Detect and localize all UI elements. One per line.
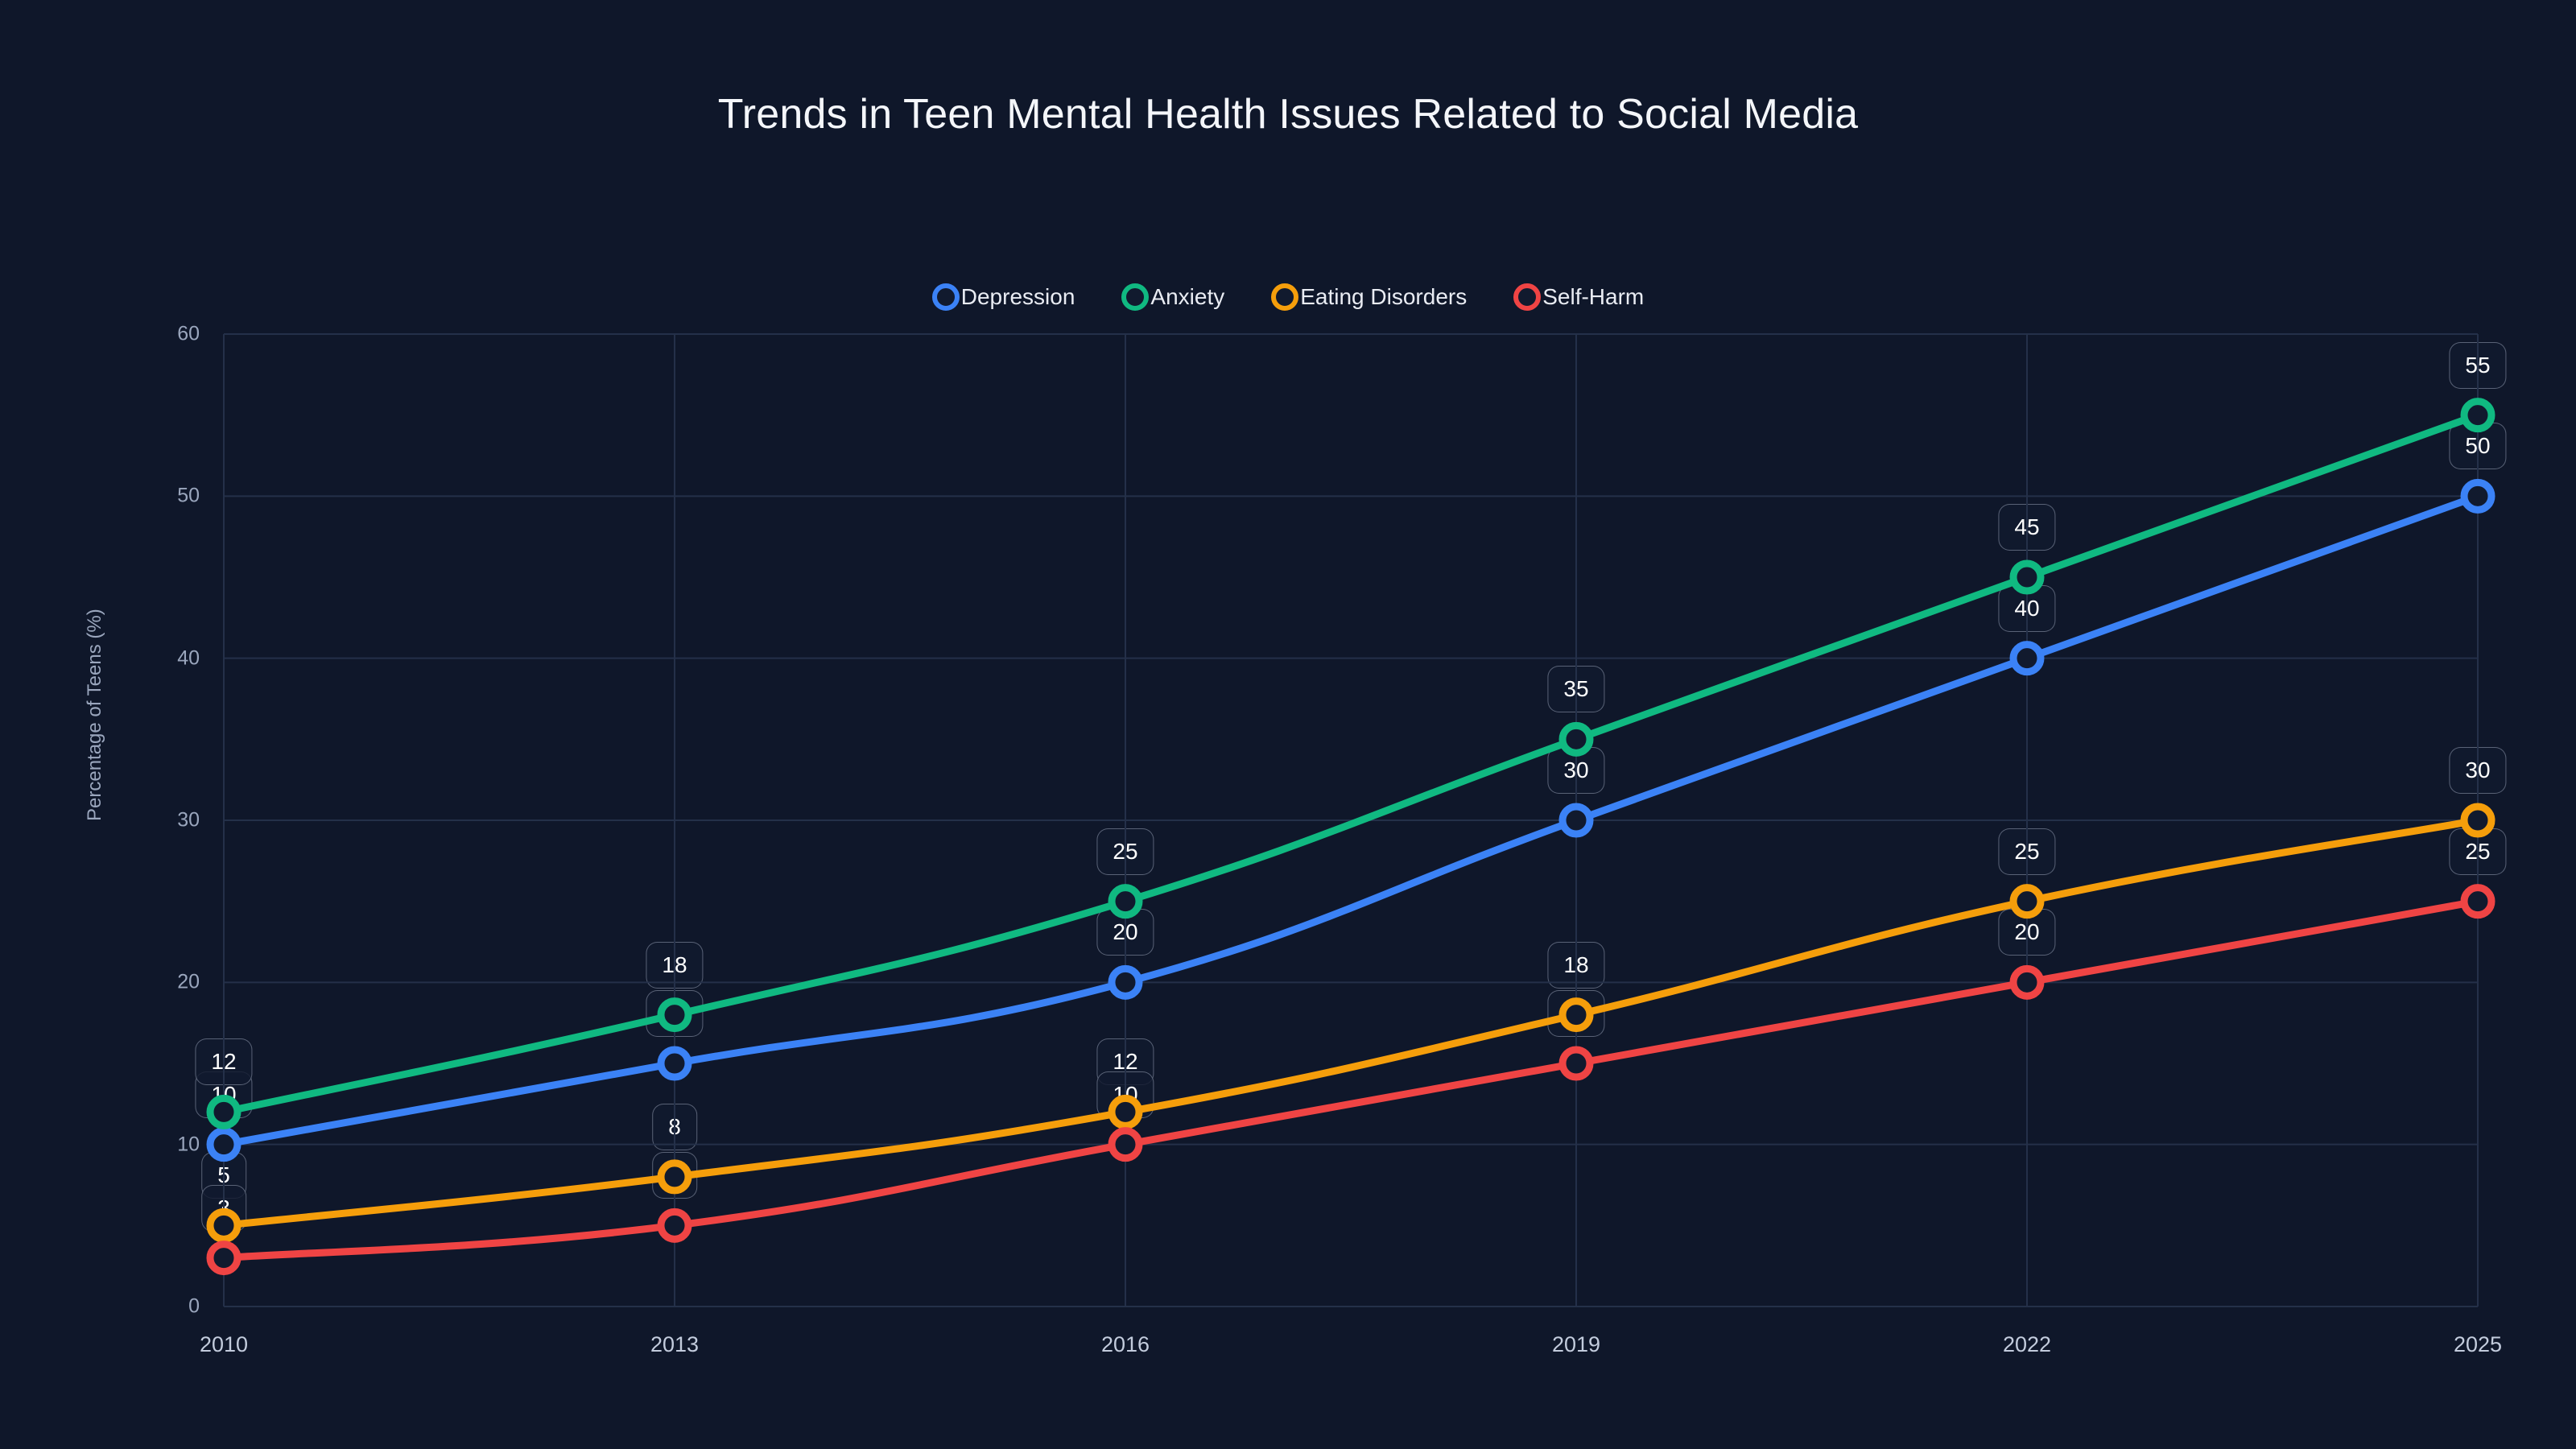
data-point-marker[interactable] <box>1108 1094 1143 1129</box>
y-axis-tick-label: 20 <box>177 970 200 993</box>
x-axis-tick-label: 2016 <box>1100 1332 1150 1356</box>
data-point-marker[interactable] <box>1558 721 1594 757</box>
series-line-anxiety <box>220 411 2482 1116</box>
data-point-marker[interactable] <box>657 1159 692 1195</box>
data-point-marker[interactable] <box>2009 964 2045 1000</box>
legend-label: Eating Disorders <box>1300 284 1468 309</box>
y-axis-tick-label: 50 <box>177 484 200 507</box>
legend-label: Self-Harm <box>1542 284 1645 309</box>
legend-item-self-harm[interactable]: Self-Harm <box>1513 283 1644 311</box>
x-axis-tick-label: 2025 <box>2453 1332 2503 1356</box>
data-point-marker[interactable] <box>1558 997 1594 1033</box>
data-point-marker[interactable] <box>206 1208 242 1243</box>
data-point-marker[interactable] <box>1108 964 1143 1000</box>
y-axis-tick-label: 40 <box>177 646 200 670</box>
data-point-marker[interactable] <box>2460 478 2496 514</box>
data-point-marker[interactable] <box>2460 803 2496 838</box>
chart-title: Trends in Teen Mental Health Issues Rela… <box>717 91 1859 138</box>
x-axis-tick-label: 2013 <box>650 1332 700 1356</box>
chart-legend: Depression Anxiety Eating Disorders Self-Ha… <box>0 283 2576 311</box>
series-line-depression <box>220 492 2482 1149</box>
x-axis-tick-label: 2022 <box>2002 1332 2052 1356</box>
legend-marker-icon <box>1271 283 1299 311</box>
data-point-marker[interactable] <box>1558 1046 1594 1081</box>
data-point-marker[interactable] <box>206 1094 242 1129</box>
legend-item-depression[interactable]: Depression <box>931 283 1075 311</box>
plot-area <box>206 333 2496 1307</box>
data-point-marker[interactable] <box>2460 884 2496 919</box>
data-point-marker[interactable] <box>206 1127 242 1162</box>
data-point-marker[interactable] <box>657 1208 692 1243</box>
data-point-marker[interactable] <box>2009 884 2045 919</box>
legend-label: Depression <box>960 284 1075 309</box>
data-point-marker[interactable] <box>1108 884 1143 919</box>
x-axis-tick-label: 2010 <box>199 1332 249 1356</box>
chart-canvas <box>206 333 2496 1307</box>
legend-marker-icon <box>1513 283 1542 311</box>
legend-item-eating-disorders[interactable]: Eating Disorders <box>1271 283 1467 311</box>
data-point-marker[interactable] <box>1108 1127 1143 1162</box>
legend-item-anxiety[interactable]: Anxiety <box>1121 283 1224 311</box>
data-point-marker[interactable] <box>657 1046 692 1081</box>
y-axis-tick-label: 10 <box>177 1133 200 1156</box>
y-axis-tick-label: 60 <box>177 322 200 345</box>
legend-marker-icon <box>1121 283 1150 311</box>
data-point-marker[interactable] <box>657 997 692 1033</box>
series-line-self-harm <box>220 898 2482 1262</box>
y-axis-tick-label: 0 <box>188 1294 200 1318</box>
data-point-marker[interactable] <box>206 1241 242 1276</box>
legend-label: Anxiety <box>1150 284 1225 309</box>
data-point-marker[interactable] <box>2009 559 2045 595</box>
data-point-marker[interactable] <box>1558 803 1594 838</box>
x-axis-tick-label: 2019 <box>1551 1332 1601 1356</box>
series-line-eating-disorders <box>220 816 2482 1229</box>
legend-marker-icon <box>931 283 960 311</box>
y-axis-tick-label: 30 <box>177 808 200 832</box>
y-axis-title: Percentage of Teens (%) <box>84 609 105 821</box>
data-point-marker[interactable] <box>2009 641 2045 676</box>
data-point-marker[interactable] <box>2460 398 2496 433</box>
